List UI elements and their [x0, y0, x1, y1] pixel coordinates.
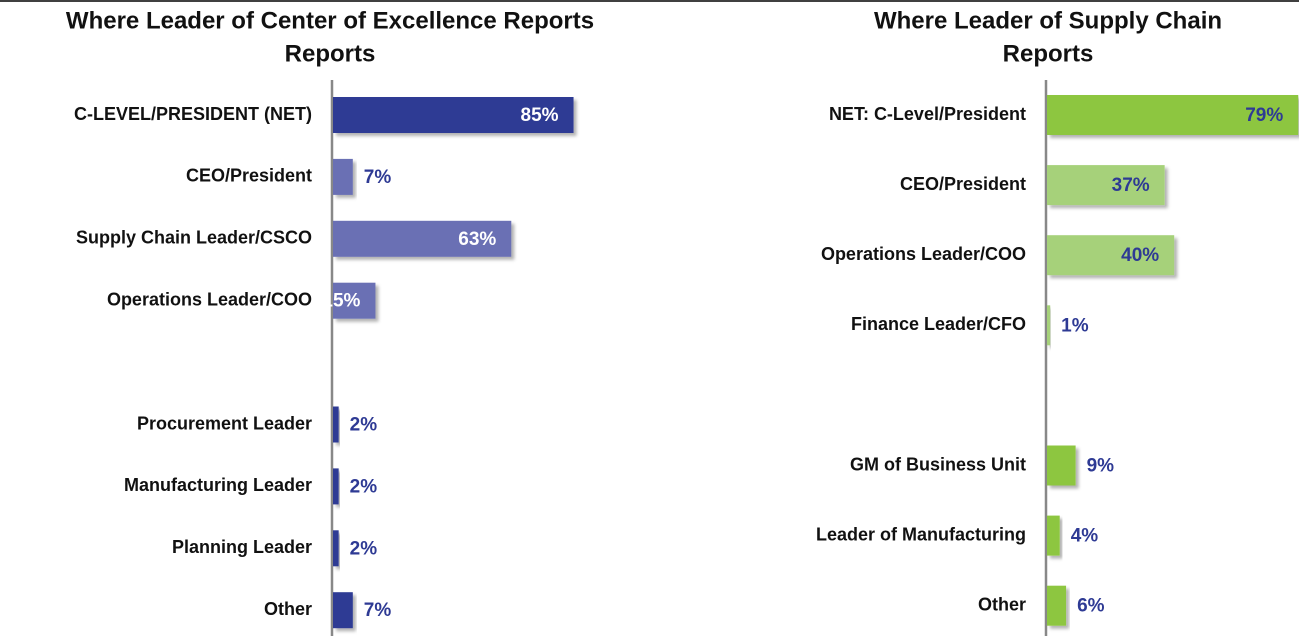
value-label: 7%: [364, 600, 392, 621]
category-label: Procurement Leader: [137, 413, 312, 433]
value-label: 2%: [350, 476, 378, 497]
bar: [333, 282, 376, 319]
value-label: 6%: [1077, 596, 1105, 617]
bar: [333, 158, 353, 195]
bar: [1047, 235, 1175, 276]
category-label: Other: [264, 599, 312, 619]
bar: [333, 220, 512, 257]
value-label: 63%: [458, 229, 496, 250]
value-label: 40%: [1121, 245, 1159, 266]
value-label: 79%: [1245, 105, 1283, 126]
bar: [333, 97, 574, 133]
value-label: 9%: [1087, 456, 1115, 477]
category-label: Other: [978, 594, 1026, 614]
bar: [333, 530, 339, 567]
category-label: CEO/President: [900, 174, 1026, 194]
chart-title: Where Leader of Center of Excellence Rep…: [66, 7, 594, 34]
category-label: Finance Leader/CFO: [851, 314, 1026, 334]
value-label: 15%: [322, 291, 360, 312]
category-label: NET: C-Level/President: [829, 104, 1026, 124]
bar: [1047, 305, 1051, 346]
bar: [333, 406, 339, 443]
category-label: Manufacturing Leader: [124, 475, 312, 495]
category-label: Leader of Manufacturing: [816, 524, 1026, 544]
value-label: 2%: [350, 538, 378, 559]
bar: [1047, 585, 1067, 626]
value-label: 1%: [1061, 315, 1089, 336]
category-label: GM of Business Unit: [850, 454, 1026, 474]
bar: [333, 468, 339, 505]
chart-title: Reports: [285, 40, 376, 67]
chart-title: Where Leader of Supply Chain: [874, 7, 1222, 34]
value-label: 7%: [364, 167, 392, 188]
chart-title: Reports: [1003, 40, 1094, 67]
bar: [333, 592, 353, 629]
category-label: CEO/President: [186, 166, 312, 186]
category-label: C-LEVEL/PRESIDENT (NET): [74, 104, 312, 124]
category-label: Planning Leader: [172, 537, 312, 557]
category-label: Supply Chain Leader/CSCO: [76, 228, 312, 248]
category-label: Operations Leader/COO: [107, 289, 312, 309]
value-label: 85%: [521, 105, 559, 126]
category-label: Operations Leader/COO: [821, 244, 1026, 264]
value-label: 2%: [350, 415, 378, 436]
bar: [1047, 515, 1060, 556]
bar: [1047, 95, 1299, 135]
bar: [1047, 165, 1165, 206]
bar: [1047, 445, 1076, 486]
value-label: 37%: [1112, 175, 1150, 196]
value-label: 4%: [1071, 526, 1099, 547]
